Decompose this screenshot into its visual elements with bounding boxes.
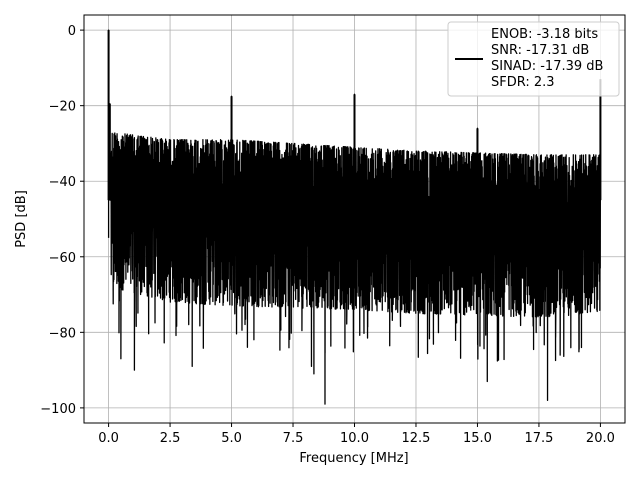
x-tick-label: 17.5 [524,431,553,446]
legend-line-snr: SNR: -17.31 dB [491,43,589,58]
axis-ticks: 0.0 2.5 5.0 7.5 10.0 12.5 15.0 17.5 20.0 0 −20 −40 −… [40,24,615,446]
x-tick-label: 7.5 [283,431,304,446]
y-tick-label: −20 [49,100,76,115]
psd-trace [107,29,602,405]
legend-line-enob: ENOB: -3.18 bits [491,27,598,42]
y-tick-label: −60 [49,251,76,266]
x-tick-label: 10.0 [340,431,369,446]
plot-area [107,29,602,405]
x-tick-label: 0.0 [98,431,119,446]
x-tick-label: 20.0 [586,431,615,446]
y-tick-label: 0 [68,24,76,39]
x-tick-label: 5.0 [221,431,242,446]
y-axis-label: PSD [dB] [14,190,29,248]
legend: ENOB: -3.18 bits SNR: -17.31 dB SINAD: -… [447,21,620,97]
legend-line-sinad: SINAD: -17.39 dB [491,59,603,74]
y-tick-label: −40 [49,175,76,190]
x-tick-label: 15.0 [463,431,492,446]
x-tick-label: 12.5 [402,431,431,446]
x-axis-label: Frequency [MHz] [299,451,408,466]
x-tick-label: 2.5 [160,431,181,446]
legend-line-sfdr: SFDR: 2.3 [491,75,555,90]
y-tick-label: −80 [49,326,76,341]
legend-box [447,21,620,97]
y-tick-label: −100 [40,402,76,417]
